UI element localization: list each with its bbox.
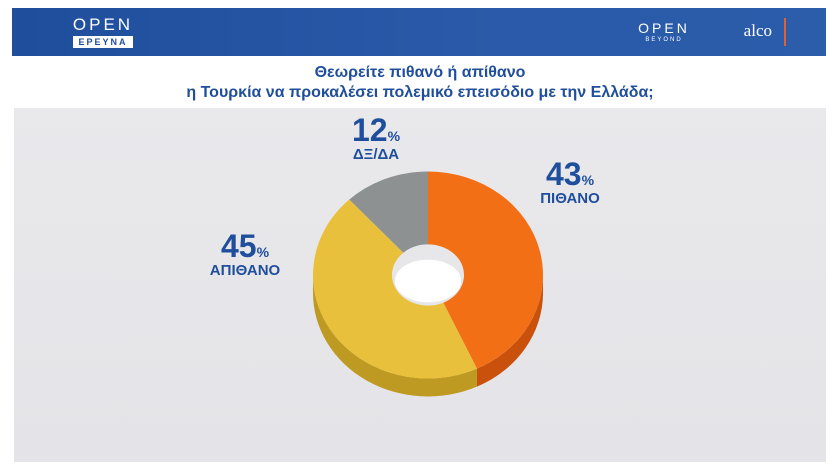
question-line-2: η Τουρκία να προκαλέσει πολεμικό επεισόδ… (186, 84, 654, 101)
header-bar: OPEN ΕΡΕΥΝΑ OPEN BEYOND alco (12, 8, 826, 56)
label-dxda: 12% ΔΞ/ΔΑ (338, 114, 414, 164)
open-erevna-logo: OPEN ΕΡΕΥΝΑ (68, 16, 138, 48)
pct-dxda: % (387, 128, 401, 144)
donut-hole (394, 259, 462, 303)
pct-apithano: % (256, 244, 270, 260)
logo-left-main: OPEN (72, 15, 134, 34)
logo-divider (784, 18, 786, 46)
name-apithano: ΑΠΙΘΑΝΟ (209, 262, 281, 279)
pct-pithano: % (581, 172, 595, 188)
logo-right-sub: BEYOND (645, 37, 683, 43)
logo-left-tag: ΕΡΕΥΝΑ (73, 36, 133, 48)
slice-side-0 (476, 275, 543, 387)
label-apithano: 45% ΑΠΙΘΑΝΟ (200, 230, 290, 280)
slice-0 (428, 171, 543, 369)
value-pithano: 43 (545, 156, 582, 192)
value-apithano: 45 (220, 228, 257, 264)
question-line-1: Θεωρείτε πιθανό ή απίθανο (314, 64, 526, 81)
name-dxda: ΔΞ/ΔΑ (352, 146, 400, 163)
open-beyond-logo: OPEN BEYOND (634, 20, 694, 44)
slice-2 (349, 171, 428, 253)
name-pithano: ΠΙΘΑΝΟ (540, 190, 600, 207)
alco-logo: alco (743, 21, 772, 40)
logo-right-main: OPEN (638, 20, 690, 36)
slice-1 (313, 199, 477, 379)
slice-side-1 (312, 275, 477, 397)
value-dxda: 12 (351, 112, 388, 148)
label-pithano: 43% ΠΙΘΑΝΟ (530, 158, 610, 208)
